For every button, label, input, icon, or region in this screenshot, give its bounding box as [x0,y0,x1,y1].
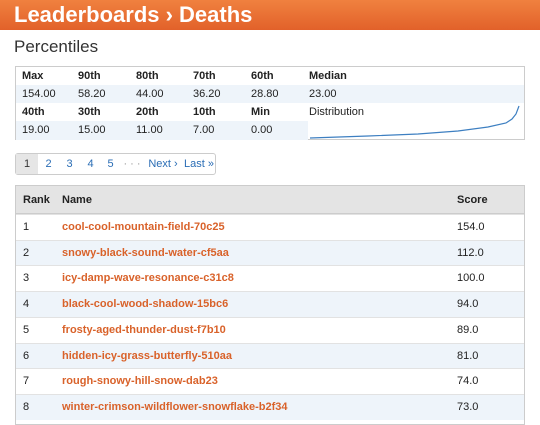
percentile-label: Median [309,70,347,82]
row-bg [16,67,524,85]
player-name[interactable]: snowy-black-sound-water-cf5aa [62,246,229,259]
percentile-label: 70th [193,70,216,82]
percentile-value: 11.00 [136,124,163,136]
score: 73.0 [457,400,479,413]
percentile-label: 60th [251,70,274,82]
page-link[interactable]: 2 [45,158,52,170]
row-bg [16,316,524,343]
page-link[interactable]: Next › [148,158,178,170]
rank: 3 [23,272,30,285]
percentile-label: Max [22,70,44,82]
percentile-value: 0.00 [251,124,273,136]
percentile-label: 20th [136,106,159,118]
row-bg [16,103,308,121]
percentile-value: 15.00 [78,124,106,136]
rank: 2 [23,246,30,259]
percentile-label: Min [251,106,270,118]
rank: 4 [23,298,30,311]
player-name[interactable]: cool-cool-mountain-field-70c25 [62,221,225,233]
score: 74.0 [457,375,479,388]
row-bg [16,214,524,240]
rank: 6 [23,349,30,362]
player-name[interactable]: winter-crimson-wildflower-snowflake-b2f3… [62,400,288,413]
column-header: Score [457,194,488,206]
page-current: 1 [16,154,38,174]
sparkline [309,105,520,139]
percentile-value: 58.20 [78,88,106,100]
row-bg [16,85,524,103]
page-link[interactable]: Last » [184,158,214,170]
percentile-table: Max 90th 80th 70th 60th Median 154.00 58.20 44.0… [15,66,525,140]
header-bar: Leaderboards › Deaths [0,0,540,30]
score: 154.0 [457,221,485,233]
percentile-value: 44.00 [136,88,164,100]
rank: 7 [23,375,30,388]
percentile-label: 80th [136,70,159,82]
percentile-value: 23.00 [309,88,337,100]
section-title: Percentiles [14,37,99,56]
percentile-value: 7.00 [193,124,215,136]
row-bg [16,121,308,140]
percentile-value: 19.00 [22,124,50,136]
row-bg [16,342,524,369]
page-link[interactable]: 3 [66,158,73,170]
rank: 8 [23,400,30,413]
player-name[interactable]: hidden-icy-grass-butterfly-510aa [62,349,232,362]
player-name[interactable]: rough-snowy-hill-snow-dab23 [62,375,218,388]
page-link[interactable]: 4 [87,158,94,170]
column-header: Rank [23,194,50,206]
pagination: 1 2 3 4 5 · · · Next › Last » [15,153,216,175]
score: 112.0 [457,246,484,259]
score: 81.0 [457,349,479,362]
percentile-label: 40th [22,106,45,118]
row-bg [16,368,524,394]
player-name[interactable]: black-cool-wood-shadow-15bc6 [62,298,229,311]
percentile-value: 28.80 [251,88,279,100]
header-bg [16,186,524,214]
percentile-label: 30th [78,106,101,118]
percentile-value: 36.20 [193,88,221,100]
percentile-label: 90th [78,70,101,82]
distribution-sparkline [309,105,520,139]
score: 100.0 [457,272,485,285]
row-bg [16,239,524,266]
leaderboard-table: Rank Name Score 1 cool-cool-mountain-field-7… [15,185,525,425]
percentile-label: 10th [193,106,216,118]
score: 94.0 [457,298,479,311]
page-link[interactable]: 5 [107,158,114,170]
distribution-label: Distribution [309,106,365,118]
player-name[interactable]: frosty-aged-thunder-dust-f7b10 [62,323,226,336]
percentile-value: 154.00 [22,88,56,100]
column-header: Name [62,194,92,206]
row-bg [16,291,524,317]
page-title: Leaderboards › Deaths [14,2,253,27]
row-bg [16,393,524,420]
page-link: · · · [123,158,141,170]
rank: 1 [23,221,30,233]
score: 89.0 [457,323,479,336]
player-name[interactable]: icy-damp-wave-resonance-c31c8 [62,272,234,285]
rank: 5 [23,323,30,336]
row-bg [16,265,524,292]
